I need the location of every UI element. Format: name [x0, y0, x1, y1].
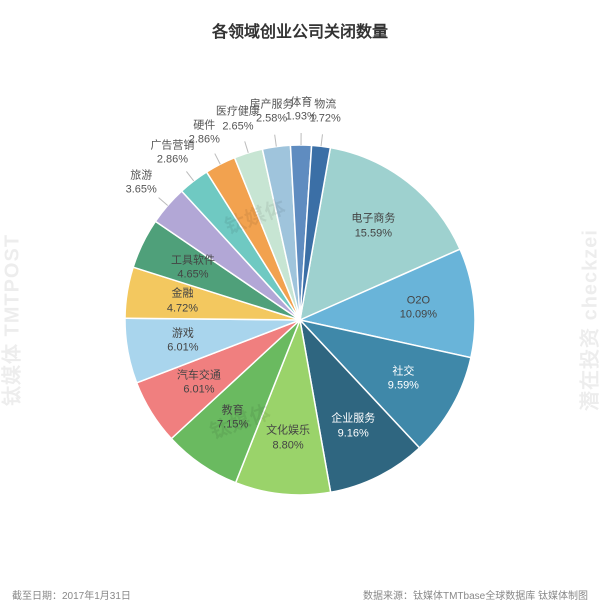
footer-right: 数据来源：钛媒体TMTbase全球数据库 钛媒体制图	[363, 587, 588, 602]
footer-left: 截至日期：2017年1月31日	[12, 587, 131, 602]
pie-chart	[0, 0, 600, 612]
chart-footer: 截至日期：2017年1月31日 数据来源：钛媒体TMTbase全球数据库 钛媒体…	[12, 587, 588, 602]
